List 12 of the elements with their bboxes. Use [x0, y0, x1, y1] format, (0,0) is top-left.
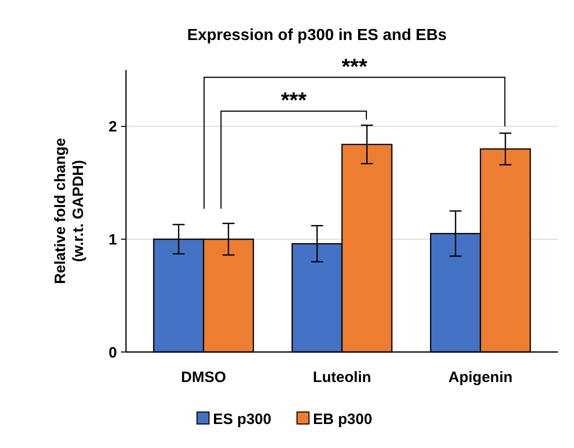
y-tick-label: 1 — [108, 231, 117, 248]
annotation: *** — [342, 54, 368, 79]
x-tick-label: Apigenin — [448, 369, 513, 386]
legend-label: EB p300 — [313, 411, 372, 428]
legend-label: ES p300 — [213, 411, 272, 428]
annotation: *** — [280, 88, 307, 113]
x-tick-label: Luteolin — [312, 369, 372, 386]
y-tick-label: 0 — [108, 344, 117, 362]
y-tick-label: 2 — [108, 118, 117, 136]
chart-title: Expression of p300 in ES and EBs — [187, 27, 447, 44]
x-tick-label: DMSO — [181, 369, 226, 386]
y-axis-title: Relative fold change (w.r.t. GAPDH) — [52, 138, 87, 284]
